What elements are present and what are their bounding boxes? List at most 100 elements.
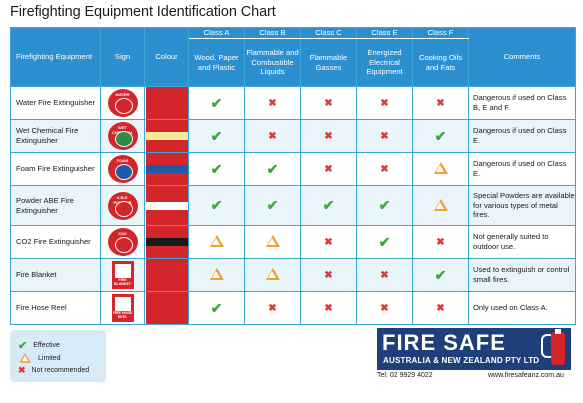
- colour-cell: [144, 86, 189, 120]
- fire-blanket-sign-icon: FIRE BLANKET: [111, 261, 134, 289]
- warning-triangle-icon: [433, 198, 448, 211]
- check-icon: ✔: [378, 233, 391, 250]
- sign-cell: CO2: [100, 225, 145, 259]
- legend-not-recommended-label: Not recommended: [31, 367, 90, 374]
- cross-icon: ✖: [324, 236, 333, 248]
- check-icon: ✔: [322, 197, 335, 213]
- class-e-cell: ✖: [356, 86, 413, 120]
- equipment-row: Water Fire Extinguisher WATER ✔ ✖ ✖ ✖ ✖ Dangero…: [10, 86, 576, 120]
- cross-icon: ✖: [324, 97, 333, 109]
- colour-cell: [144, 291, 189, 325]
- page-title: Firefighting Equipment Identification Ch…: [10, 4, 276, 20]
- class-c-cell: ✖: [300, 119, 357, 153]
- contact-website[interactable]: www.firesafeanz.com.au: [488, 372, 564, 379]
- colour-cell: [144, 258, 189, 292]
- hose-icon: [541, 334, 551, 358]
- header-class-b-desc: Flammable and Combustible Liquids: [244, 38, 301, 87]
- warning-triangle-icon: [265, 235, 280, 247]
- legend: ✔ Effective Limited ✖ Not recommended: [10, 330, 106, 382]
- equipment-chart-table: Firefighting Equipment Sign Colour Class…: [10, 27, 576, 325]
- colour-swatch: [145, 226, 188, 258]
- legend-not-recommended: ✖ Not recommended: [18, 365, 89, 376]
- class-c-cell: ✖: [300, 86, 357, 120]
- equipment-name: Water Fire Extinguisher: [10, 86, 101, 120]
- class-f-cell: ✔: [412, 258, 469, 292]
- colour-swatch: [145, 186, 188, 225]
- check-icon: ✔: [378, 197, 391, 213]
- colour-band: [145, 202, 188, 210]
- cross-icon: ✖: [380, 97, 389, 109]
- comment-cell: Dangerous if used on Class E.: [468, 119, 576, 153]
- equipment-row: Fire Blanket FIRE BLANKET ✖ ✖ ✔ Used to extin…: [10, 258, 576, 292]
- check-icon: ✔: [18, 340, 28, 352]
- cross-icon: ✖: [380, 302, 389, 314]
- class-e-cell: ✖: [356, 152, 413, 186]
- class-c-cell: ✖: [300, 291, 357, 325]
- wet-chemical-extinguisher-sign-icon: WET CHEMICAL: [107, 122, 138, 150]
- header-class-f: Class F: [412, 27, 469, 39]
- class-b-cell: ✖: [244, 86, 301, 120]
- class-f-cell: ✖: [412, 291, 469, 325]
- class-c-cell: ✖: [300, 225, 357, 259]
- class-a-cell: ✔: [188, 152, 245, 186]
- colour-swatch: [145, 120, 188, 152]
- legend-limited: Limited: [18, 352, 61, 364]
- cross-icon: ✖: [436, 302, 445, 314]
- class-b-cell: ✖: [244, 119, 301, 153]
- logo-line2: AUSTRALIA & NEW ZEALAND PTY LTD: [383, 356, 540, 365]
- class-c-cell: ✖: [300, 152, 357, 186]
- foam-extinguisher-sign-icon: FOAM: [107, 155, 138, 183]
- warning-triangle-icon: [209, 268, 224, 280]
- equipment-row: Fire Hose Reel FIRE HOSE REEL ✔ ✖ ✖ ✖ ✖ Only us…: [10, 291, 576, 325]
- class-e-cell: ✖: [356, 119, 413, 153]
- cross-icon: ✖: [268, 97, 277, 109]
- cross-icon: ✖: [18, 365, 26, 375]
- check-icon: ✔: [210, 197, 223, 213]
- check-icon: ✔: [210, 94, 223, 111]
- colour-cell: [144, 225, 189, 259]
- sign-cell: FIRE HOSE REEL: [100, 291, 145, 325]
- class-e-cell: ✔: [356, 225, 413, 259]
- colour-band: [145, 165, 188, 173]
- sign-cell: A.B.E. POWDER: [100, 185, 145, 226]
- sign-cell: FOAM: [100, 152, 145, 186]
- class-e-cell: ✔: [356, 185, 413, 226]
- class-c-cell: ✖: [300, 258, 357, 292]
- sign-cell: FIRE BLANKET: [100, 258, 145, 292]
- class-b-cell: ✔: [244, 152, 301, 186]
- cross-icon: ✖: [436, 97, 445, 109]
- check-icon: ✔: [266, 197, 279, 213]
- equipment-name: Wet Chemical Fire Extinguisher: [10, 119, 101, 153]
- colour-swatch: [145, 292, 188, 324]
- cross-icon: ✖: [324, 269, 333, 281]
- class-a-cell: ✔: [188, 291, 245, 325]
- equipment-name: Foam Fire Extinguisher: [10, 152, 101, 186]
- cross-icon: ✖: [436, 236, 445, 248]
- cross-icon: ✖: [268, 130, 277, 142]
- class-f-cell: ✖: [412, 86, 469, 120]
- colour-band: [145, 238, 188, 246]
- cross-icon: ✖: [380, 163, 389, 175]
- water-extinguisher-sign-icon: WATER: [107, 89, 138, 117]
- class-a-cell: ✔: [188, 86, 245, 120]
- check-icon: ✔: [210, 299, 223, 316]
- class-b-cell: [244, 258, 301, 292]
- colour-cell: [144, 185, 189, 226]
- equipment-row: Foam Fire Extinguisher FOAM ✔ ✔ ✖ ✖ Dangerous …: [10, 152, 576, 186]
- comment-cell: Used to extinguish or control small fire…: [468, 258, 576, 292]
- cross-icon: ✖: [380, 269, 389, 281]
- header-comments: Comments: [468, 27, 576, 87]
- warning-triangle-icon: [433, 162, 448, 174]
- comment-cell: Dangerous if used on Class E.: [468, 152, 576, 186]
- class-b-cell: ✔: [244, 185, 301, 226]
- class-a-cell: [188, 225, 245, 259]
- class-a-cell: ✔: [188, 185, 245, 226]
- sign-cell: WATER: [100, 86, 145, 120]
- fire-hose-reel-sign-icon: FIRE HOSE REEL: [111, 294, 134, 322]
- header-class-f-desc: Cooking Oils and Fats: [412, 38, 469, 87]
- header-class-e-desc: Energized Electrical Equipment: [356, 38, 413, 87]
- header-equipment: Firefighting Equipment: [10, 27, 101, 87]
- header-colour: Colour: [144, 27, 189, 87]
- co2-extinguisher-sign-icon: CO2: [107, 228, 138, 256]
